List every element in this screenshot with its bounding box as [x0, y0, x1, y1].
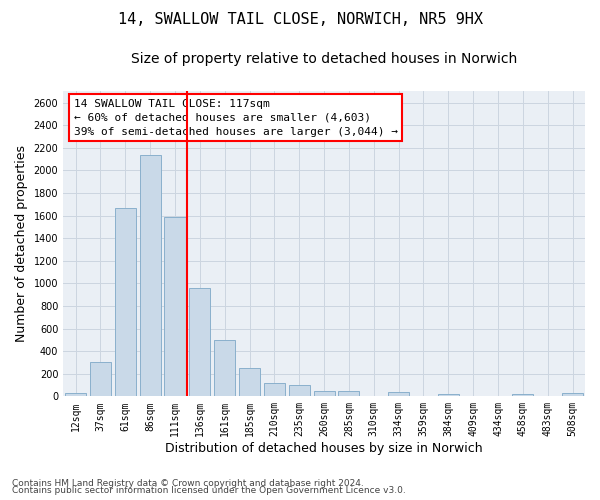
Text: Contains HM Land Registry data © Crown copyright and database right 2024.: Contains HM Land Registry data © Crown c…: [12, 478, 364, 488]
Bar: [562, 393, 583, 396]
Bar: [314, 390, 335, 396]
Title: Size of property relative to detached houses in Norwich: Size of property relative to detached ho…: [131, 52, 517, 66]
X-axis label: Distribution of detached houses by size in Norwich: Distribution of detached houses by size …: [165, 442, 483, 455]
Bar: [239, 368, 260, 396]
Bar: [189, 288, 211, 397]
Bar: [338, 390, 359, 396]
Bar: [65, 393, 86, 396]
Bar: [512, 394, 533, 396]
Text: Contains public sector information licensed under the Open Government Licence v3: Contains public sector information licen…: [12, 486, 406, 495]
Text: 14 SWALLOW TAIL CLOSE: 117sqm
← 60% of detached houses are smaller (4,603)
39% o: 14 SWALLOW TAIL CLOSE: 117sqm ← 60% of d…: [74, 99, 398, 137]
Bar: [264, 383, 285, 396]
Bar: [90, 362, 111, 396]
Y-axis label: Number of detached properties: Number of detached properties: [15, 146, 28, 342]
Bar: [164, 216, 185, 396]
Bar: [388, 392, 409, 396]
Bar: [438, 394, 459, 396]
Bar: [140, 154, 161, 396]
Text: 14, SWALLOW TAIL CLOSE, NORWICH, NR5 9HX: 14, SWALLOW TAIL CLOSE, NORWICH, NR5 9HX: [118, 12, 482, 28]
Bar: [115, 208, 136, 396]
Bar: [214, 340, 235, 396]
Bar: [289, 385, 310, 396]
